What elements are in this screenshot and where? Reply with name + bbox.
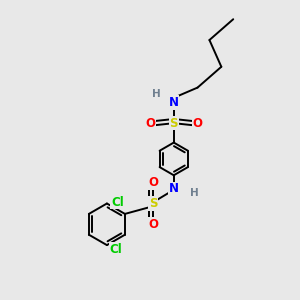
Text: O: O [193, 117, 202, 130]
Text: O: O [145, 117, 155, 130]
Text: S: S [149, 197, 157, 210]
Text: O: O [148, 176, 158, 189]
Text: O: O [148, 218, 158, 231]
Text: N: N [169, 96, 179, 109]
Text: H: H [190, 188, 199, 198]
Text: S: S [169, 117, 178, 130]
Text: Cl: Cl [111, 196, 124, 208]
Text: N: N [169, 182, 179, 195]
Text: H: H [152, 88, 160, 98]
Text: Cl: Cl [110, 243, 122, 256]
